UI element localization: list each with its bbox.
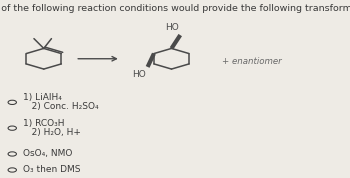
- Text: Which of the following reaction conditions would provide the following transform: Which of the following reaction conditio…: [0, 4, 350, 14]
- Text: HO: HO: [165, 23, 178, 32]
- Text: 1) RCO₃H: 1) RCO₃H: [23, 119, 65, 128]
- Text: HO: HO: [132, 70, 146, 79]
- Text: O₃ then DMS: O₃ then DMS: [23, 166, 81, 174]
- Text: 1) LiAlH₄: 1) LiAlH₄: [23, 93, 62, 102]
- Text: 2) H₂O, H+: 2) H₂O, H+: [23, 128, 81, 137]
- Text: + enantiomer: + enantiomer: [222, 57, 282, 66]
- Text: 2) Conc. H₂SO₄: 2) Conc. H₂SO₄: [23, 102, 99, 111]
- Text: OsO₄, NMO: OsO₄, NMO: [23, 150, 73, 158]
